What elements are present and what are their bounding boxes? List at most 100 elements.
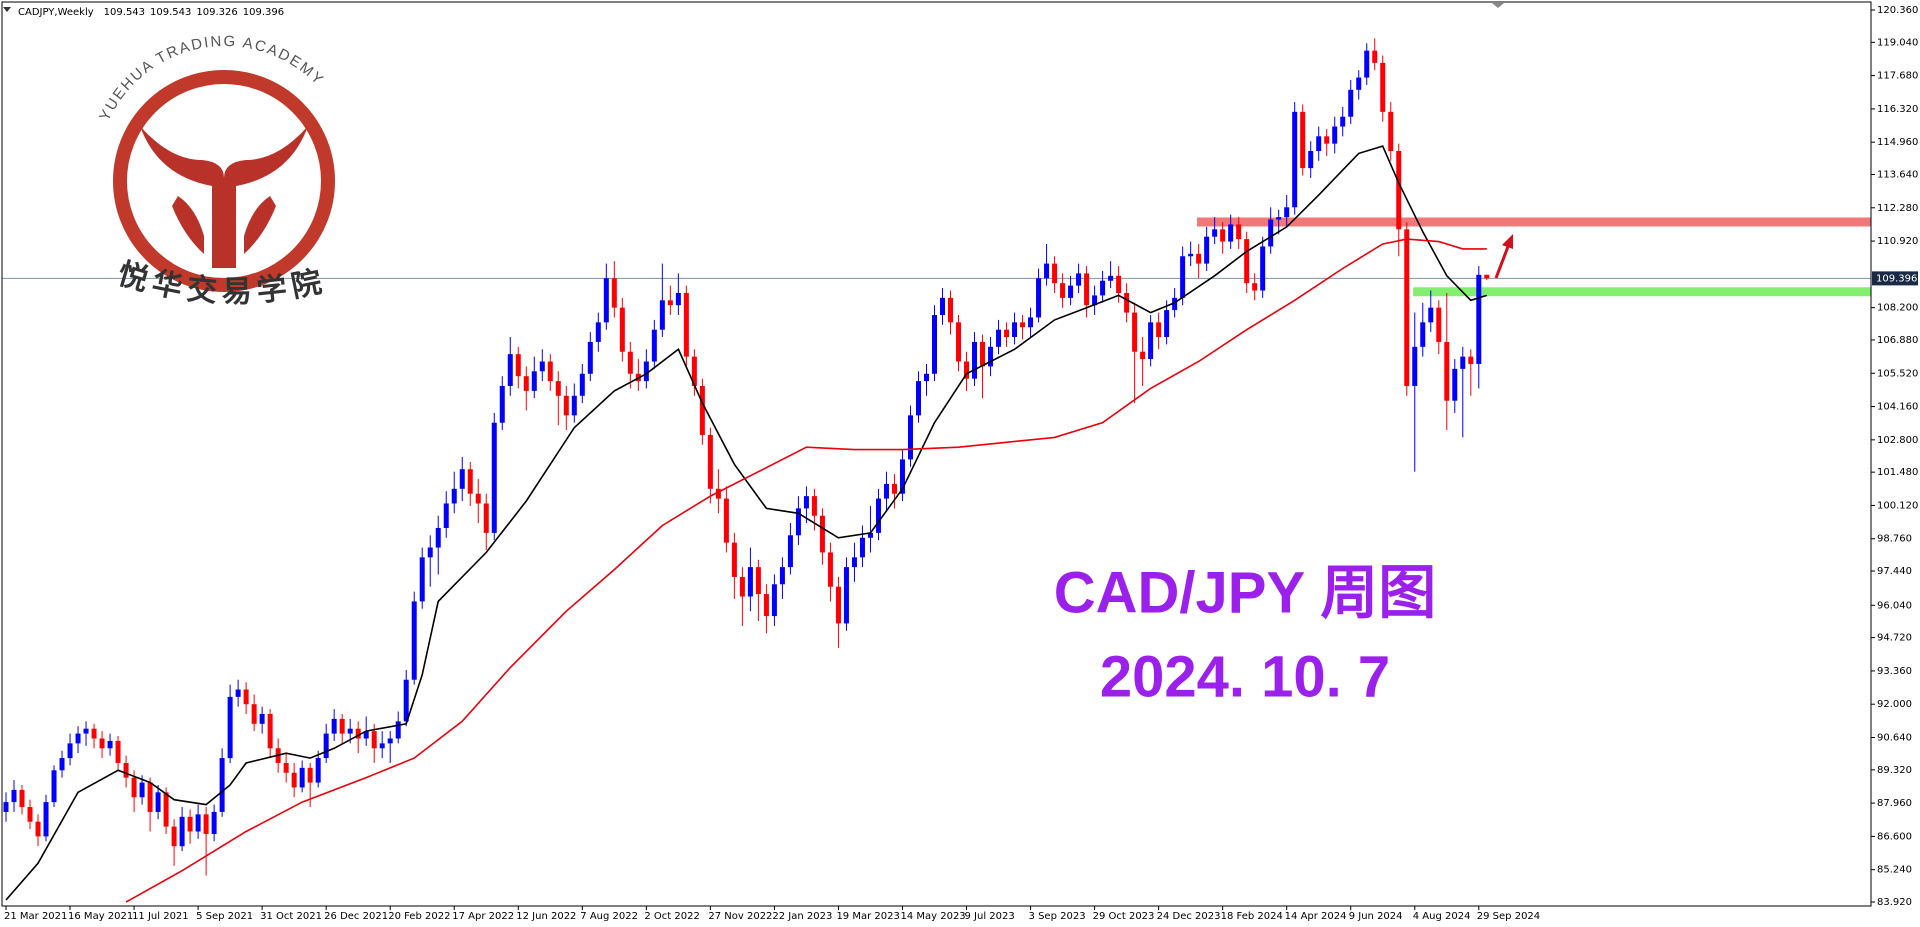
logo-mark-inner xyxy=(172,196,276,254)
current-price-box xyxy=(1872,271,1918,286)
candle-body xyxy=(795,508,801,536)
candle-body xyxy=(1388,111,1394,151)
candle-body xyxy=(1396,150,1402,230)
annotation: 2024. 10. 7 xyxy=(1100,644,1390,709)
candle-body xyxy=(83,728,89,734)
candle-body xyxy=(11,789,17,803)
candle-body xyxy=(323,733,329,759)
candle-body xyxy=(1172,297,1178,311)
candle-body xyxy=(747,567,753,597)
y-tick-label: 119.040 xyxy=(1877,37,1918,48)
y-tick-label: 98.760 xyxy=(1877,534,1912,545)
candle-body xyxy=(619,307,625,352)
menu-triangle xyxy=(3,7,11,12)
y-tick-label: 105.520 xyxy=(1877,368,1918,379)
y-tick-label: 116.320 xyxy=(1877,104,1918,115)
y-tick-label: 97.440 xyxy=(1877,566,1912,577)
candle-body xyxy=(643,361,649,382)
info-low: 109.326 xyxy=(196,7,237,18)
candle-body xyxy=(531,371,537,391)
candle-body xyxy=(443,503,449,528)
candle-body xyxy=(996,329,1002,347)
candle-body xyxy=(715,488,721,499)
candle-body xyxy=(651,329,657,362)
x-tick-label: 2 Oct 2022 xyxy=(644,911,699,922)
candle-body xyxy=(1308,150,1314,169)
candle-body xyxy=(915,381,921,416)
current-price-label: 109.396 xyxy=(1876,273,1917,284)
candle-body xyxy=(203,814,209,834)
x-tick-label: 29 Sep 2024 xyxy=(1477,911,1540,922)
y-tick-label: 86.600 xyxy=(1877,831,1912,842)
candle-body xyxy=(875,498,881,533)
candle-body xyxy=(219,758,225,812)
candle-body xyxy=(99,738,105,749)
candle-body xyxy=(859,537,865,558)
candle-body xyxy=(1236,224,1242,240)
candle-body xyxy=(1356,77,1362,90)
candle-body xyxy=(35,821,41,837)
candle-body xyxy=(1292,111,1298,208)
candle-body xyxy=(267,714,273,749)
y-tick-label: 83.920 xyxy=(1877,897,1912,908)
info-close: 109.396 xyxy=(243,7,284,18)
candle-body xyxy=(659,300,665,330)
y-tick-label: 96.040 xyxy=(1877,600,1912,611)
candle-body xyxy=(1076,273,1082,286)
candle-body xyxy=(907,415,913,460)
candle-body xyxy=(395,721,401,739)
candle-body xyxy=(1116,275,1122,293)
candle-body xyxy=(964,361,970,379)
candle-body xyxy=(1092,295,1098,306)
candle-body xyxy=(331,718,337,734)
candle-body xyxy=(483,503,489,533)
candle-body xyxy=(1332,126,1338,144)
y-tick-label: 102.800 xyxy=(1877,435,1918,446)
candle-body xyxy=(179,816,185,847)
candle-body xyxy=(547,361,553,382)
candle-body xyxy=(1084,273,1090,306)
x-tick-label: 7 Aug 2022 xyxy=(580,911,638,922)
candle-body xyxy=(948,297,954,323)
overlay: 120.360 119.040 117.680 116.320 114.960 113.6… xyxy=(4,5,1918,922)
y-tick-label: 87.960 xyxy=(1877,798,1912,809)
candle-body xyxy=(1412,346,1418,386)
x-tick-label: 26 Dec 2021 xyxy=(324,911,388,922)
candle-body xyxy=(307,767,313,783)
candle-body xyxy=(627,351,633,374)
candle-body xyxy=(1364,50,1370,78)
y-tick-label: 94.720 xyxy=(1877,633,1912,644)
y-tick-label: 93.360 xyxy=(1877,666,1912,677)
candle-body xyxy=(259,714,265,724)
x-tick-label: 29 Oct 2023 xyxy=(1093,911,1155,922)
candle-body xyxy=(1476,274,1482,364)
candle-body xyxy=(355,728,361,739)
info-high: 109.543 xyxy=(150,7,191,18)
candle-body xyxy=(515,354,521,377)
candle-body xyxy=(851,557,857,568)
candle-body xyxy=(1140,351,1146,360)
candle-body xyxy=(1276,217,1282,220)
candle-body xyxy=(827,552,833,587)
y-tick-label: 113.640 xyxy=(1877,169,1918,180)
candle-body xyxy=(883,483,889,499)
candle-body xyxy=(251,704,257,724)
candle-body xyxy=(1132,312,1138,352)
candle-body xyxy=(731,542,737,577)
logo-mark xyxy=(140,126,308,268)
candle-body xyxy=(507,354,513,386)
arrow-shaft xyxy=(1494,243,1511,279)
candle-body xyxy=(1428,307,1434,323)
candle-body xyxy=(972,341,978,379)
candle-body xyxy=(499,385,505,423)
candle-body xyxy=(1044,263,1050,279)
candle-body xyxy=(155,792,161,812)
level-zone xyxy=(1197,217,1871,227)
candle-body xyxy=(195,814,201,832)
x-tick-label: 17 Apr 2022 xyxy=(452,911,514,922)
candle-body xyxy=(1052,263,1058,284)
candle-body xyxy=(779,567,785,585)
candle-body xyxy=(427,547,433,558)
